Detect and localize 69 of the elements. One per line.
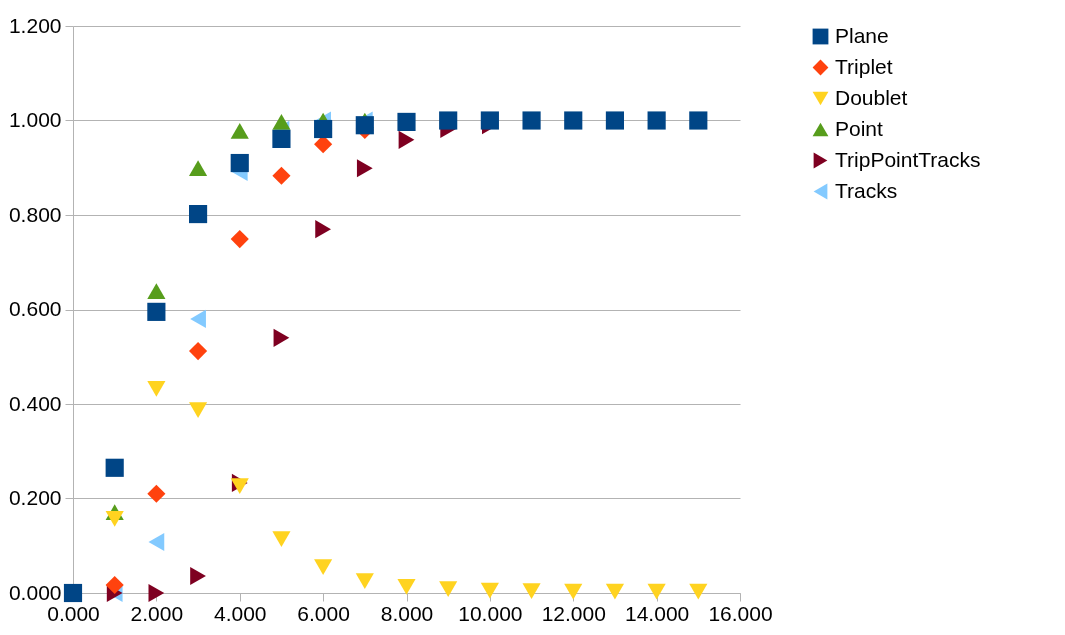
point: [63, 583, 83, 603]
point: [105, 510, 124, 527]
point: [147, 283, 166, 299]
x-tick-label: 14.000: [625, 601, 690, 625]
point: [314, 559, 333, 575]
point: [398, 130, 415, 149]
point: [188, 160, 208, 177]
point: [272, 129, 291, 149]
point: [230, 230, 249, 249]
point: [689, 583, 708, 600]
point: [564, 111, 583, 130]
x-tick-label: 8.000: [380, 601, 434, 625]
point: [147, 381, 166, 397]
point: [397, 578, 416, 595]
x-tick-label: 16.000: [708, 601, 773, 625]
point: [480, 582, 499, 599]
point: [356, 159, 373, 178]
point: [397, 112, 416, 131]
point: [605, 111, 625, 130]
legend-label: Plane: [835, 23, 889, 47]
x-tick-label: 10.000: [458, 601, 523, 625]
legend-label: Tracks: [835, 178, 898, 202]
point: [272, 114, 291, 130]
x-tick-label: 4.000: [213, 601, 267, 625]
point: [190, 309, 206, 329]
point: [147, 484, 166, 503]
point: [522, 111, 541, 130]
y-tick-label: 1.000: [8, 108, 62, 131]
point: [230, 153, 249, 173]
x-tick-label: 2.000: [130, 601, 184, 625]
point: [522, 583, 541, 599]
point: [230, 123, 249, 139]
y-tick-label: 0.400: [8, 391, 62, 415]
point: [105, 575, 124, 595]
point: [190, 566, 206, 586]
point: [148, 583, 165, 603]
legend-label: Point: [835, 116, 884, 140]
point: [647, 111, 666, 130]
point: [273, 328, 290, 347]
point: [230, 478, 249, 495]
point: [188, 402, 208, 419]
point: [355, 573, 374, 590]
point: [105, 458, 124, 477]
point: [439, 111, 458, 130]
y-tick-label: 0.000: [8, 580, 62, 604]
point: [147, 302, 166, 321]
point: [314, 119, 333, 139]
point: [272, 166, 291, 185]
y-tick-label: 1.200: [8, 13, 62, 37]
point: [188, 204, 208, 224]
point: [439, 581, 458, 598]
legend-label: Doublet: [835, 85, 908, 109]
point: [689, 111, 708, 130]
point: [480, 111, 499, 130]
x-tick-label: 0.000: [47, 601, 100, 625]
legend-label: TripPointTracks: [835, 147, 981, 171]
y-tick-label: 0.800: [8, 202, 62, 226]
point: [647, 583, 666, 600]
point: [315, 220, 331, 239]
y-tick-label: 0.600: [8, 297, 62, 320]
legend-label: Triplet: [835, 54, 893, 78]
point: [605, 583, 625, 600]
x-tick-label: 6.000: [297, 601, 350, 625]
point: [148, 532, 165, 552]
y-tick-label: 0.200: [8, 486, 62, 509]
point: [272, 531, 291, 547]
point: [188, 342, 208, 361]
point: [564, 583, 583, 600]
x-tick-label: 12.000: [541, 601, 606, 625]
